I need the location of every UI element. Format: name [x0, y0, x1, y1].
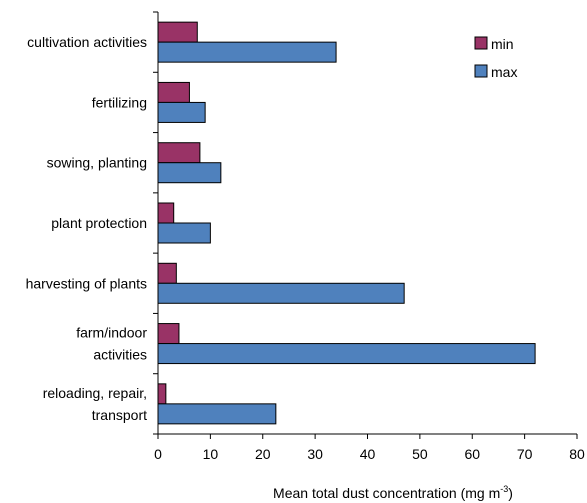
bar-min-1 — [158, 22, 197, 42]
legend-swatch-max — [475, 65, 487, 77]
bar-max-4 — [158, 223, 210, 243]
x-axis-title-tail: ) — [508, 485, 513, 501]
bar-max-7 — [158, 404, 276, 424]
bar-max-1 — [158, 42, 336, 62]
bar-min-7 — [158, 384, 166, 404]
bar-max-5 — [158, 283, 404, 303]
x-axis-title-sup: -3 — [500, 484, 508, 494]
bar-max-2 — [158, 102, 205, 122]
category-label: farm/indoor — [76, 325, 147, 341]
x-tick-label: 70 — [517, 446, 533, 462]
category-label: sowing, planting — [47, 155, 147, 171]
x-tick-label: 50 — [412, 446, 428, 462]
category-label: fertilizing — [92, 94, 147, 110]
legend-label-max: max — [491, 64, 517, 80]
category-labels-group: cultivation activities fertilizing sowing,… — [26, 34, 148, 423]
category-label: plant protection — [51, 215, 147, 231]
x-tick-label: 30 — [307, 446, 323, 462]
bar-max-6 — [158, 344, 535, 364]
x-tick-label: 80 — [569, 446, 585, 462]
x-ticks-group: 0 10 20 30 40 50 60 70 80 — [154, 434, 585, 462]
legend-swatch-min — [475, 37, 487, 49]
x-tick-label: 20 — [255, 446, 271, 462]
bar-min-3 — [158, 143, 200, 163]
x-tick-label: 0 — [154, 446, 162, 462]
bar-min-6 — [158, 324, 179, 344]
category-label: transport — [92, 407, 147, 423]
legend-label-min: min — [491, 36, 514, 52]
x-tick-label: 40 — [360, 446, 376, 462]
x-axis-title: Mean total dust concentration (mg m-3) — [273, 484, 513, 501]
bar-min-5 — [158, 263, 176, 283]
bar-max-3 — [158, 163, 221, 183]
x-axis-title-main: Mean total dust concentration (mg m — [273, 485, 500, 501]
x-tick-label: 10 — [203, 446, 219, 462]
category-label: cultivation activities — [27, 34, 147, 50]
legend: min max — [475, 36, 517, 80]
bars-group — [158, 22, 535, 424]
category-label: reloading, repair, — [43, 385, 147, 401]
bar-min-4 — [158, 203, 174, 223]
category-label: activities — [93, 347, 147, 363]
x-tick-label: 60 — [464, 446, 480, 462]
y-ticks-group — [153, 12, 158, 434]
bar-min-2 — [158, 82, 189, 102]
category-label: harvesting of plants — [26, 275, 147, 291]
